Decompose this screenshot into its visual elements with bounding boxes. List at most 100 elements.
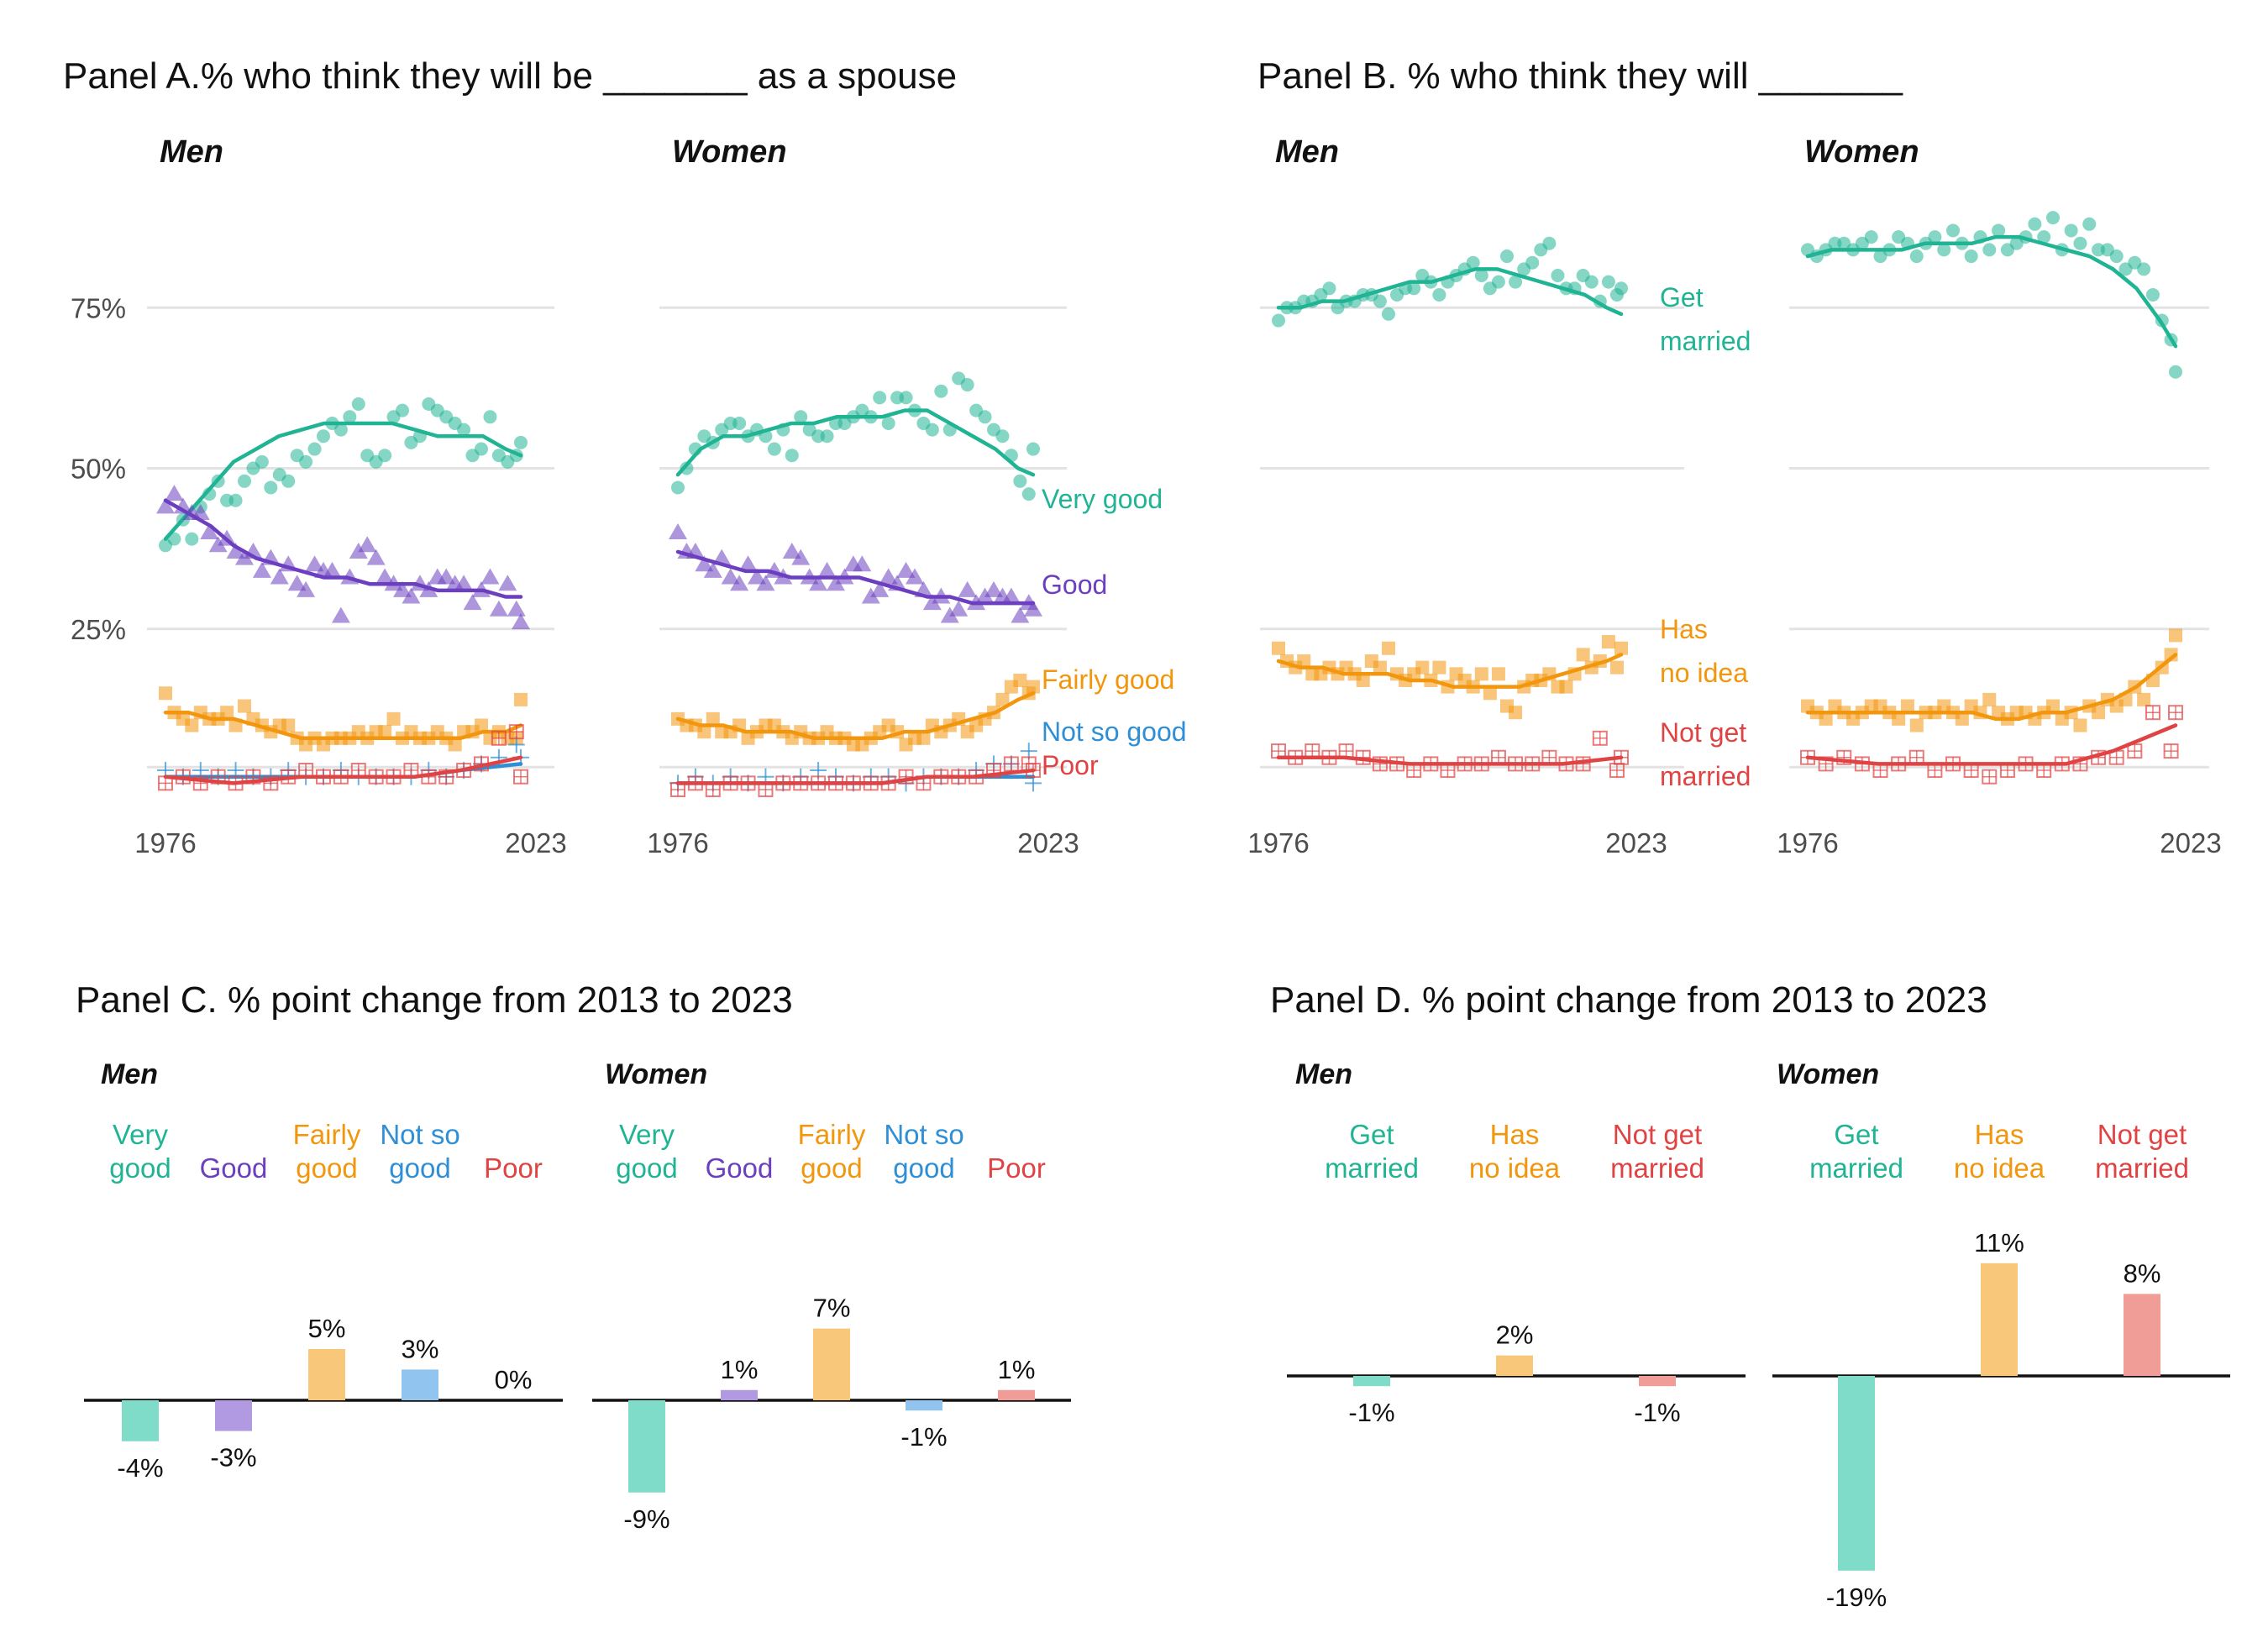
panel-b-men-very_good-point-12 (1373, 294, 1387, 308)
panel-c-men-bar-label-4: 0% (495, 1365, 533, 1394)
panel-b-label-fairly_good: Has no idea (1660, 614, 1748, 688)
panel-b-women-fairly_good-point-20 (1982, 692, 1997, 706)
panel-b-women-very_good-point-38 (2145, 287, 2160, 302)
panel-d-women-title: Women (1777, 1058, 1879, 1090)
panel-c-men-legend-4-line-0: Poor (484, 1152, 543, 1184)
panel-d-men-legend-2-line-0: Not get (1613, 1119, 1702, 1150)
panel-a-women-very_good-point-33 (960, 378, 974, 392)
panel-a-men-series-poor (158, 724, 528, 791)
panel-a-women-good-point-8 (738, 555, 758, 572)
panel-b-series-labels: Get married Has no idea Not get married (1660, 282, 1751, 791)
panel-b-label-very_good-line-1: married (1660, 326, 1751, 356)
panel-a-men-very_good-point-34 (457, 423, 471, 437)
panel-a-men-very_good-point-36 (475, 442, 488, 456)
panel-c-women-bar-label-3: -1% (900, 1422, 947, 1452)
panel-a-label-not_so_good: Not so good (1042, 717, 1187, 747)
panel-a-men-plot: 1976 2023 25% 50% 75% (71, 292, 567, 858)
panel-a-label-good-line-0: Good (1042, 570, 1107, 600)
panel-d-women-legend-1-line-0: Has (1975, 1119, 2024, 1150)
panel-c-men-bar-label-2: 5% (308, 1314, 346, 1343)
panel-b-men-series-very_good (1272, 236, 1628, 328)
panel-c-women-title: Women (605, 1058, 707, 1090)
panel-b-women-very_good-point-15 (1937, 243, 1951, 257)
panel-d-women-bar-2 (2124, 1294, 2160, 1376)
panel-b-label-fairly_good-line-1: no idea (1660, 658, 1748, 688)
panel-a-women-fairly_good-trend-line (675, 691, 1036, 741)
panel-a-men-very_good-point-27 (396, 403, 409, 417)
panel-a-men-very_good-point-16 (299, 454, 313, 469)
panel-a-women-good-point-41 (1024, 600, 1042, 617)
panel-a-men-very_good-point-12 (264, 480, 278, 495)
panel-c-women-bar-1 (721, 1389, 758, 1400)
panel-a-women-good-point-17 (817, 561, 837, 578)
panel-a-men-fairly_good-point-41 (514, 692, 528, 706)
panel-a-men-xtick-end: 2023 (505, 827, 566, 858)
panel-d-men-bar-label-2: -1% (1634, 1398, 1680, 1427)
panel-a-men-very_good-trend-line (163, 421, 523, 541)
panel-a-women-good-point-38 (1001, 587, 1021, 604)
panel-b-men-very_good-point-0 (1272, 313, 1285, 328)
panel-c-men-bar-label-1: -3% (210, 1443, 256, 1473)
panel-b-women-fairly_good-point-2 (1819, 711, 1833, 726)
panel-a-women-good-point-14 (791, 549, 811, 565)
panel-c-men-bar-1 (215, 1400, 252, 1431)
panel-d-women-bar-label-1: 11% (1974, 1228, 2024, 1257)
panel-c-men-legend-1: Good (200, 1152, 268, 1184)
panel-d-men-legend-0-line-0: Get (1349, 1119, 1394, 1150)
panel-b-women-very_good-point-21 (1992, 223, 2006, 238)
panel-c-men-legend-0-line-1: good (109, 1152, 171, 1184)
panel-b-men-very_good-point-39 (1601, 275, 1615, 289)
panel-a-men-poor-point-19 (491, 730, 507, 746)
panel-a-men-good-point-40 (507, 600, 526, 617)
panel-d-men-bar-label-0: -1% (1348, 1398, 1394, 1427)
panel-a-men-very_good-point-18 (317, 429, 330, 444)
panel-c-men-legend-3-line-0: Not so (380, 1119, 459, 1150)
panel-c-women-legend-2-line-1: good (801, 1152, 862, 1184)
panel-c-women-legend-3-line-1: good (893, 1152, 954, 1184)
panel-a-men-fairly_good-point-3 (185, 718, 199, 732)
panel-b-women-fairly_good-trend-line (1805, 653, 2178, 722)
panel-b-men-title: Men (1275, 134, 1339, 170)
panel-a-men-good-point-20 (331, 606, 350, 623)
panel-a-men-good-point-38 (489, 600, 508, 617)
panel-a-women-very_good-point-39 (1013, 474, 1027, 488)
panel-a-men-good-point-39 (498, 575, 517, 591)
panel-a-label-good: Good (1042, 570, 1107, 600)
panel-d-women-legend-1: Has no idea (1954, 1119, 2045, 1184)
panel-b-men-fairly_good-point-13 (1381, 641, 1395, 655)
panel-a-women-good-point-21 (853, 555, 872, 572)
panel-a-women-good-point-6 (721, 568, 740, 585)
panel-b-men-fairly_good-point-25 (1483, 686, 1497, 701)
panel-a-women-good-point-7 (730, 575, 749, 591)
panel-b-women-very_good-point-25 (2028, 217, 2042, 231)
panel-c-men-bar-label-3: 3% (402, 1334, 439, 1363)
panel-d-women-bar-1 (1981, 1263, 2018, 1376)
panel-b-women-series-fairly_good (1801, 628, 2182, 732)
panel-b-men-fairly_good-trend-line (1276, 653, 1624, 689)
panel-b-men-fairly_good-point-0 (1272, 641, 1285, 655)
panel-a-men-good-point-25 (375, 568, 395, 585)
panel-d-women-legend-0-line-0: Get (1834, 1119, 1878, 1150)
panel-a-women-good-point-10 (756, 575, 775, 591)
panel-c-men-legend-1-line-0: Good (200, 1152, 268, 1184)
panel-c-men-title: Men (101, 1058, 158, 1090)
panel-b-men-fairly_good-point-24 (1474, 667, 1488, 681)
panel-a-women-good-point-35 (975, 587, 995, 604)
panel-a-men-good-point-27 (393, 580, 412, 597)
panel-a-men-very_good-point-11 (255, 454, 269, 469)
panel-b-women-plot: 1976 2023 (1777, 211, 2222, 858)
panel-a-women-very_good-point-26 (899, 391, 913, 405)
panel-a-women-good-point-32 (949, 600, 969, 617)
panel-a-men-fairly_good-trend-line (163, 710, 523, 741)
panel-b-men-fairly_good-point-12 (1373, 660, 1387, 675)
panel-a-women-very_good-point-29 (925, 423, 939, 437)
panel-a-women-series-good (669, 523, 1042, 623)
panel-a-women-very_good-point-23 (873, 391, 887, 405)
panel-b-title: Panel B. % who think they will _______ (1257, 55, 1903, 97)
panel-b-label-poor-line-0: Not get (1660, 717, 1746, 748)
panel-b-women-poor-point-20 (2163, 743, 2179, 759)
panel-a-men-poor-point-5 (245, 769, 261, 785)
panel-c-women-bar-3 (906, 1400, 942, 1411)
panel-c-women-bar-label-2: 7% (813, 1294, 851, 1323)
